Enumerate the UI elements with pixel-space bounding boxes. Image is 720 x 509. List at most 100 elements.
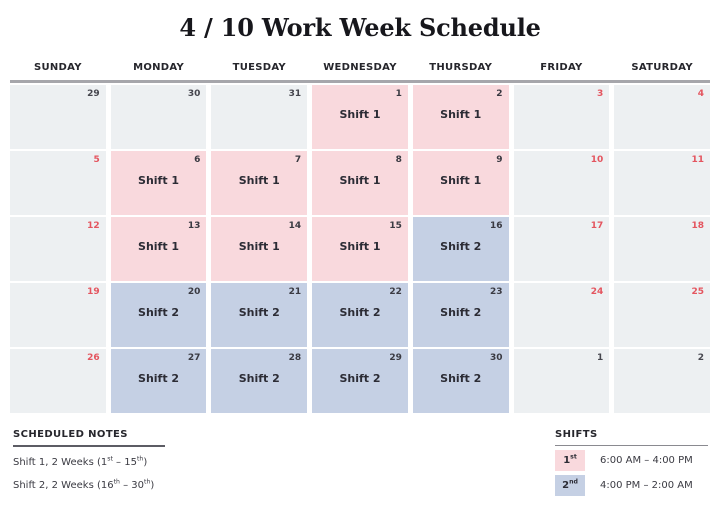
- day-header-tuesday: TUESDAY: [232, 62, 286, 73]
- day-number: 4: [697, 89, 704, 99]
- day-header-thursday: THURSDAY: [429, 62, 493, 73]
- day-number: 24: [590, 287, 604, 297]
- day-number: 14: [288, 221, 302, 231]
- day-number: 25: [691, 287, 704, 297]
- shift1-time-range: 6:00 AM – 4:00 PM: [600, 455, 693, 466]
- calendar-day-cell: 30 Shift 2: [412, 349, 509, 413]
- calendar-day-cell: 5: [10, 151, 106, 215]
- day-number: 3: [597, 89, 604, 99]
- shift-label: Shift 1: [138, 174, 180, 187]
- day-number: 29: [389, 353, 402, 363]
- calendar-day-cell: 17: [513, 217, 610, 281]
- calendar-day-cell: 22 Shift 2: [312, 283, 408, 347]
- shifts-heading: SHIFTS: [555, 429, 708, 446]
- shift2-time-range: 4:00 PM – 2:00 AM: [600, 480, 693, 491]
- shift-label: Shift 1: [339, 240, 381, 253]
- note-item: Shift 2, 2 Weeks (16th – 30th): [13, 478, 353, 491]
- shifts-legend-section: SHIFTS 1st 6:00 AM – 4:00 PM 2nd 4:00 PM…: [555, 429, 708, 496]
- day-number: 22: [389, 287, 402, 297]
- calendar-day-cell: 1 Shift 1: [312, 85, 408, 149]
- shift-label: Shift 2: [238, 372, 280, 385]
- shift-label: Shift 1: [440, 174, 482, 187]
- day-number: 30: [490, 353, 503, 363]
- shift-label: Shift 1: [138, 240, 180, 253]
- calendar-day-cell: 24: [513, 283, 610, 347]
- day-number: 6: [194, 155, 201, 165]
- day-number: 2: [697, 353, 704, 363]
- calendar-day-cell: 2: [614, 349, 710, 413]
- scheduled-notes-heading: SCHEDULED NOTES: [13, 429, 165, 447]
- calendar-day-cell: 14 Shift 1: [211, 217, 308, 281]
- calendar-day-cell: 20 Shift 2: [110, 283, 207, 347]
- calendar-day-cell: 4: [614, 85, 710, 149]
- shift-label: Shift 1: [238, 174, 280, 187]
- shift-label: Shift 1: [440, 108, 482, 121]
- calendar-day-cell: 29 Shift 2: [312, 349, 408, 413]
- calendar-day-cell: 8 Shift 1: [312, 151, 408, 215]
- calendar-day-cell: 27 Shift 2: [110, 349, 207, 413]
- calendar-day-cell: 29: [10, 85, 106, 149]
- header-divider: [10, 80, 710, 83]
- calendar-day-cell: 25: [614, 283, 710, 347]
- note-text: ): [150, 480, 155, 491]
- day-header-friday: FRIDAY: [540, 62, 583, 73]
- ordinal-suffix: th: [144, 478, 151, 486]
- calendar-day-cell: 28 Shift 2: [211, 349, 308, 413]
- note-text: – 15: [112, 457, 137, 468]
- legend-row-shift1: 1st 6:00 AM – 4:00 PM: [555, 450, 708, 471]
- day-number: 19: [87, 287, 100, 297]
- shift-label: Shift 2: [238, 306, 280, 319]
- calendar-day-cell: 30: [110, 85, 207, 149]
- day-number: 18: [691, 221, 704, 231]
- day-header-saturday: SATURDAY: [631, 62, 693, 73]
- calendar-day-cell: 10: [513, 151, 610, 215]
- calendar-day-cell: 26: [10, 349, 106, 413]
- calendar-day-cell: 18: [614, 217, 710, 281]
- day-number: 1: [395, 89, 402, 99]
- calendar-grid: 29 30 31 1 Shift 1 2 Shift 1 3 4 5 6 Shi…: [10, 85, 710, 413]
- ordinal-suffix: st: [107, 455, 113, 463]
- shift-label: Shift 2: [440, 306, 482, 319]
- shift-ordinal: 1: [563, 455, 571, 466]
- calendar-day-cell: 13 Shift 1: [110, 217, 207, 281]
- legend-row-shift2: 2nd 4:00 PM – 2:00 AM: [555, 475, 708, 496]
- shift-ordinal: 2: [562, 480, 570, 491]
- calendar-day-cell: 12: [10, 217, 106, 281]
- day-number: 20: [187, 287, 201, 297]
- calendar-day-cell: 15 Shift 1: [312, 217, 408, 281]
- day-number: 11: [691, 155, 704, 165]
- calendar-day-cell: 9 Shift 1: [412, 151, 509, 215]
- day-number: 7: [294, 155, 302, 165]
- footer: SCHEDULED NOTES Shift 1, 2 Weeks (1st – …: [13, 429, 708, 496]
- note-text: Shift 1, 2 Weeks (1: [13, 457, 108, 468]
- day-number: 8: [395, 155, 402, 165]
- shift-label: Shift 2: [138, 372, 180, 385]
- shift-label: Shift 2: [440, 372, 482, 385]
- day-header-row: SUNDAY MONDAY TUESDAY WEDNESDAY THURSDAY…: [10, 62, 710, 80]
- calendar-day-cell: 16 Shift 2: [412, 217, 509, 281]
- day-number: 13: [187, 221, 201, 231]
- shift-label: Shift 1: [339, 174, 381, 187]
- ordinal-suffix: th: [136, 455, 144, 463]
- day-number: 30: [187, 89, 201, 99]
- note-item: Shift 1, 2 Weeks (1st – 15th): [13, 455, 353, 468]
- shift1-color-swatch: 1st: [555, 450, 585, 471]
- day-number: 9: [496, 155, 503, 165]
- calendar-day-cell: 31: [211, 85, 308, 149]
- calendar-day-cell: 3: [513, 85, 610, 149]
- day-number: 27: [187, 353, 201, 363]
- shift-label: Shift 1: [238, 240, 280, 253]
- day-number: 31: [288, 89, 302, 99]
- day-number: 12: [87, 221, 100, 231]
- ordinal-suffix: th: [113, 478, 120, 486]
- calendar-day-cell: 2 Shift 1: [412, 85, 509, 149]
- calendar-day-cell: 7 Shift 1: [211, 151, 308, 215]
- note-text: Shift 2, 2 Weeks (16: [13, 480, 114, 491]
- shift-label: Shift 1: [339, 108, 381, 121]
- calendar-day-cell: 6 Shift 1: [110, 151, 207, 215]
- day-header-wednesday: WEDNESDAY: [323, 62, 397, 73]
- calendar-day-cell: 1: [513, 349, 610, 413]
- day-number: 1: [597, 353, 604, 363]
- day-header-sunday: SUNDAY: [33, 62, 82, 73]
- day-number: 23: [490, 287, 503, 297]
